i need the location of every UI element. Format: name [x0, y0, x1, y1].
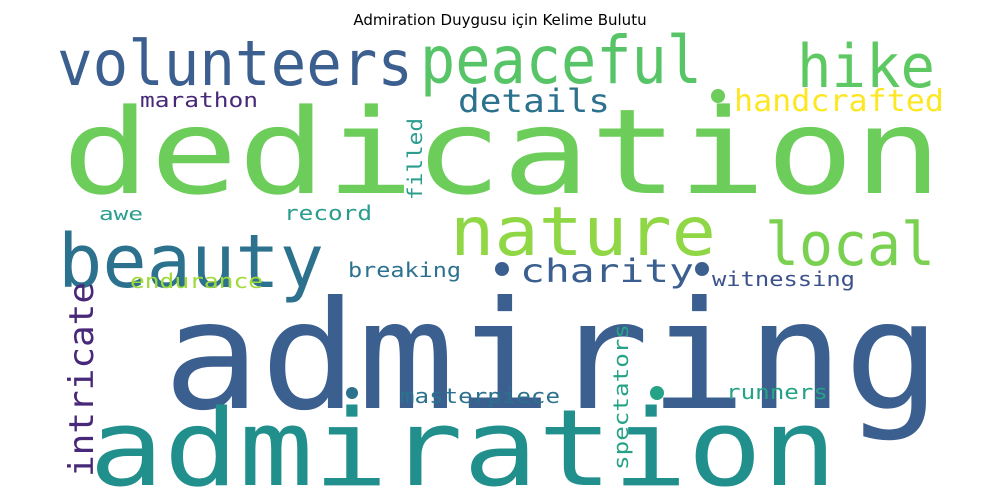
word-filled: filled [403, 118, 427, 200]
word-masterpiece: masterpiece [400, 384, 560, 408]
word-volunteers: volunteers [57, 27, 413, 100]
word-local: local [765, 210, 935, 280]
word-hike: hike [797, 32, 935, 102]
word-handcrafted: handcrafted [734, 84, 944, 119]
word-beauty: beauty [58, 219, 324, 305]
word-peaceful: peaceful [420, 22, 702, 99]
word-details: details [458, 82, 610, 120]
word-intricate: intricate [62, 282, 102, 477]
word-admiration: admiration [89, 387, 837, 500]
word-runners: runners [726, 380, 828, 404]
dot-dedication [711, 89, 725, 103]
word-admiring: admiring [163, 270, 941, 444]
dot-runners [650, 386, 664, 400]
dot-charity-left [495, 262, 509, 276]
word-charity: charity [520, 252, 694, 290]
word-spectators: spectators [609, 324, 633, 470]
dot-masterpiece [346, 387, 358, 399]
word-nature: nature [450, 193, 716, 272]
word-record: record [284, 201, 372, 225]
word-breaking: breaking [348, 258, 461, 282]
word-marathon: marathon [140, 88, 258, 112]
word-endurance: endurance [130, 269, 263, 293]
chart-title: Admiration Duygusu için Kelime Bulutu [353, 11, 647, 29]
word-witnessing: witnessing [712, 267, 855, 291]
dot-charity-right [695, 262, 709, 276]
word-dedication: dedication [62, 83, 942, 221]
word-awe: awe [99, 204, 143, 225]
